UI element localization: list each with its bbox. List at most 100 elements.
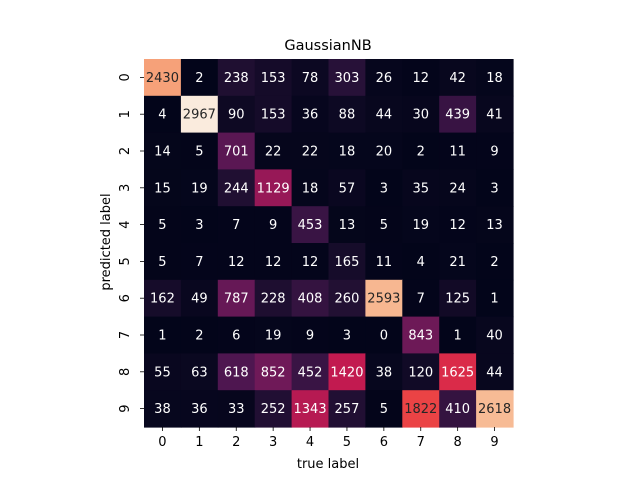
cell-value-r8-c7: 120: [408, 365, 433, 380]
heatmap-cell-r7-c7: [402, 316, 440, 354]
cell-value-r3-c2: 244: [224, 181, 249, 196]
cell-value-r8-c1: 63: [191, 365, 208, 380]
y-tick-label-1: 1: [118, 110, 133, 118]
cell-value-r7-c1: 2: [195, 329, 203, 344]
cell-value-r2-c4: 22: [302, 145, 319, 160]
heatmap-cell-r6-c5: [328, 279, 366, 318]
cell-value-r1-c6: 44: [376, 108, 393, 123]
heatmap-cell-r0-c1: [180, 59, 219, 97]
y-tick-label-7: 7: [118, 331, 133, 339]
y-tick-label-6: 6: [118, 294, 133, 302]
cell-value-r0-c6: 26: [376, 71, 393, 86]
heatmap-cell-r8-c6: [365, 353, 403, 391]
heatmap-cell-r0-c0: [144, 59, 182, 97]
heatmap-cell-r3-c1: [180, 169, 219, 207]
x-tick-label-1: 1: [195, 435, 203, 450]
cell-value-r6-c8: 125: [445, 292, 470, 307]
cell-value-r1-c5: 88: [339, 108, 356, 123]
heatmap-cell-r1-c3: [254, 95, 293, 134]
heatmap-cell-r5-c5: [328, 243, 366, 281]
heatmap-cell-r6-c9: [476, 279, 514, 318]
heatmap-cell-r2-c7: [402, 132, 440, 170]
heatmap-cell-r4-c7: [402, 206, 440, 244]
cell-value-r6-c7: 7: [417, 292, 425, 307]
cell-value-r3-c8: 24: [449, 181, 466, 196]
cell-value-r2-c5: 18: [339, 145, 356, 160]
cell-value-r7-c5: 3: [343, 329, 351, 344]
cell-value-r1-c8: 439: [445, 108, 470, 123]
cell-value-r5-c9: 2: [490, 255, 498, 270]
cell-value-r6-c1: 49: [191, 292, 208, 307]
heatmap-cell-r2-c8: [439, 132, 477, 170]
heatmap-cell-r8-c3: [254, 353, 293, 391]
cell-value-r2-c8: 11: [449, 145, 466, 160]
x-tick-label-0: 0: [158, 435, 166, 450]
cell-value-r7-c6: 0: [380, 329, 388, 344]
heatmap-cell-r3-c6: [365, 169, 403, 207]
cell-value-r4-c8: 12: [449, 218, 466, 233]
heatmap-cell-r2-c9: [476, 132, 514, 170]
cell-value-r3-c3: 1129: [257, 181, 290, 196]
y-tick-label-2: 2: [118, 147, 133, 155]
x-tick-label-2: 2: [232, 435, 240, 450]
cell-value-r8-c3: 852: [261, 365, 286, 380]
heatmap-cell-r2-c0: [144, 132, 182, 170]
cell-value-r6-c3: 228: [261, 292, 286, 307]
cell-value-r0-c8: 42: [449, 71, 466, 86]
heatmap-cell-r9-c3: [254, 390, 293, 428]
cell-value-r0-c0: 2430: [146, 71, 179, 86]
heatmap-cell-r7-c4: [291, 316, 330, 354]
heatmap-cell-r0-c6: [365, 59, 403, 97]
heatmap-cell-r5-c8: [439, 243, 477, 281]
cell-value-r0-c9: 18: [486, 71, 503, 86]
heatmap-cell-r1-c2: [217, 95, 256, 134]
cell-value-r0-c2: 238: [224, 71, 249, 86]
heatmap-cell-r8-c7: [402, 353, 440, 391]
heatmap-cell-r7-c5: [328, 316, 366, 354]
cell-value-r3-c1: 19: [191, 181, 208, 196]
cell-value-r1-c4: 36: [302, 108, 319, 123]
cell-value-r9-c6: 5: [380, 402, 388, 417]
y-tick-label-4: 4: [118, 220, 133, 228]
cell-value-r3-c5: 57: [339, 181, 356, 196]
heatmap-cell-r2-c3: [254, 132, 293, 170]
cell-value-r8-c5: 1420: [330, 365, 363, 380]
cell-value-r4-c0: 5: [158, 218, 166, 233]
heatmap-cell-r9-c0: [144, 390, 182, 428]
heatmap-cell-r5-c1: [180, 243, 219, 281]
cell-value-r1-c2: 90: [228, 108, 245, 123]
heatmap-cell-r6-c8: [439, 279, 477, 318]
cell-value-r1-c7: 30: [412, 108, 429, 123]
heatmap-cell-r9-c4: [291, 390, 330, 428]
cell-value-r8-c6: 38: [376, 365, 393, 380]
heatmap-cell-r3-c0: [144, 169, 182, 207]
cell-value-r6-c9: 1: [490, 292, 498, 307]
heatmap-cell-r3-c4: [291, 169, 330, 207]
cell-value-r4-c1: 3: [195, 218, 203, 233]
heatmap-cell-r6-c3: [254, 279, 293, 318]
heatmap-cell-r0-c3: [254, 59, 293, 97]
cell-value-r8-c0: 55: [154, 365, 171, 380]
heatmap-cell-r2-c4: [291, 132, 330, 170]
cell-value-r2-c1: 5: [195, 145, 203, 160]
cell-value-r5-c5: 165: [335, 255, 360, 270]
heatmap-cell-r3-c8: [439, 169, 477, 207]
cell-value-r6-c5: 260: [335, 292, 360, 307]
heatmap-cell-r3-c7: [402, 169, 440, 207]
y-tick-label-3: 3: [118, 184, 133, 192]
x-tick-label-3: 3: [269, 435, 277, 450]
cell-value-r0-c5: 303: [335, 71, 360, 86]
y-tick-label-9: 9: [118, 404, 133, 412]
cell-value-r3-c4: 18: [302, 181, 319, 196]
heatmap-cell-r1-c9: [476, 95, 514, 134]
cell-value-r7-c0: 1: [158, 329, 166, 344]
cell-value-r8-c8: 1625: [441, 365, 474, 380]
heatmap-cell-r6-c4: [291, 279, 330, 318]
heatmap-cell-r7-c8: [439, 316, 477, 354]
cell-value-r2-c2: 701: [224, 145, 249, 160]
y-axis-ticks: 0 1 2 3 4 5 6 7 8 9: [118, 73, 144, 413]
cell-value-r6-c0: 162: [150, 292, 175, 307]
cell-value-r5-c4: 12: [302, 255, 319, 270]
heatmap-cell-r3-c9: [476, 169, 514, 207]
